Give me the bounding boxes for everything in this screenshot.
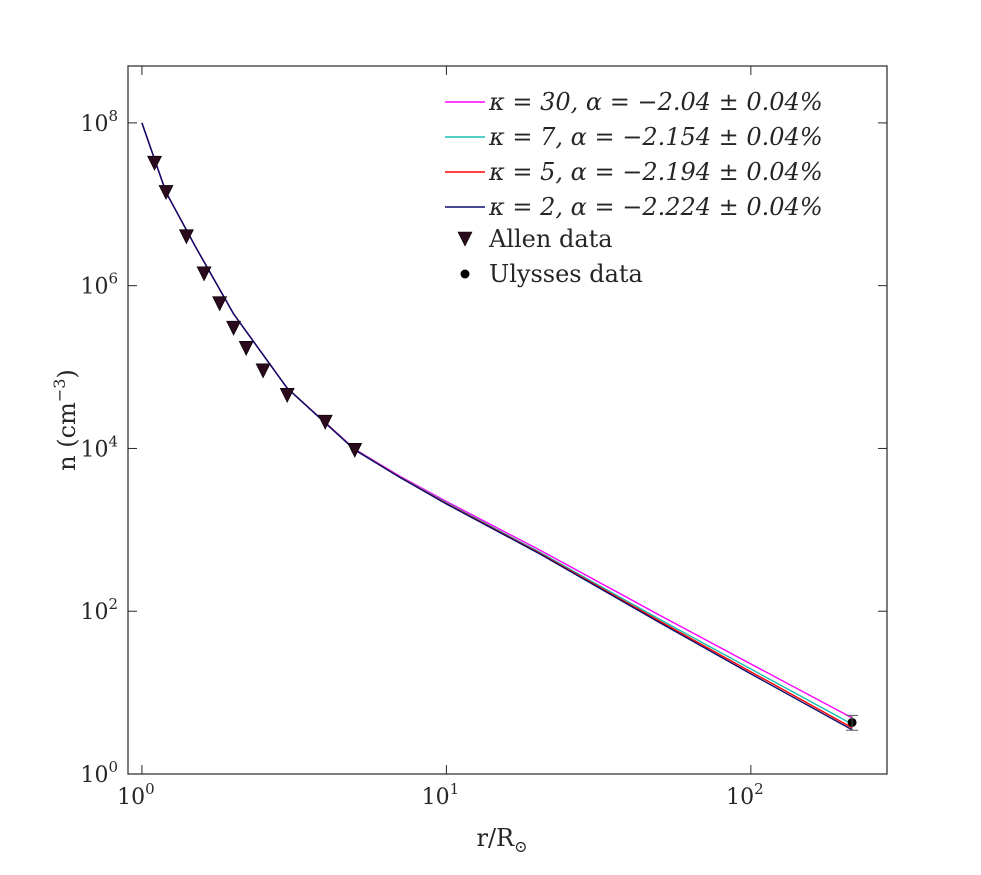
plot-area (127, 65, 888, 775)
allen-data-point (317, 414, 333, 430)
x-tick-label-2: 102 (726, 780, 764, 810)
y-tick-label-1: 102 (80, 595, 118, 625)
y-tick-label-2: 104 (80, 432, 118, 462)
legend-marker-allen (457, 231, 473, 247)
allen-data-point (196, 266, 212, 282)
allen-data-point (347, 442, 363, 458)
x-tick-label-0: 100 (117, 780, 155, 810)
y-axis-label: n (cm−3) (50, 369, 81, 471)
allen-data-point (212, 296, 228, 312)
x-tick-label-1: 101 (422, 780, 460, 810)
allen-data-point (226, 320, 242, 336)
y-tick-label-0: 100 (80, 758, 118, 788)
allen-data-point (147, 155, 163, 171)
legend-label-5: Ulysses data (489, 260, 643, 288)
allen-data-point (158, 185, 174, 201)
x-axis-label: r/R⊙ (476, 824, 527, 856)
series-line-3 (141, 122, 853, 731)
allen-data-point (279, 387, 295, 403)
legend-label-0: κ = 30, α = −2.04 ± 0.04% (488, 88, 823, 116)
legend-label-1: κ = 7, α = −2.154 ± 0.04% (488, 123, 823, 151)
allen-data-point (238, 340, 254, 356)
allen-data-point (255, 363, 271, 379)
y-tick-label-3: 106 (80, 270, 118, 300)
allen-data-point (178, 229, 194, 245)
legend-label-4: Allen data (488, 225, 613, 253)
y-tick-label-4: 108 (80, 107, 118, 137)
legend-marker-ulysses (460, 269, 470, 279)
legend-label-2: κ = 5, α = −2.194 ± 0.04% (488, 158, 823, 186)
legend: κ = 30, α = −2.04 ± 0.04% κ = 7, α = −2.1… (445, 88, 823, 288)
legend-label-3: κ = 2, α = −2.224 ± 0.04% (488, 193, 823, 221)
